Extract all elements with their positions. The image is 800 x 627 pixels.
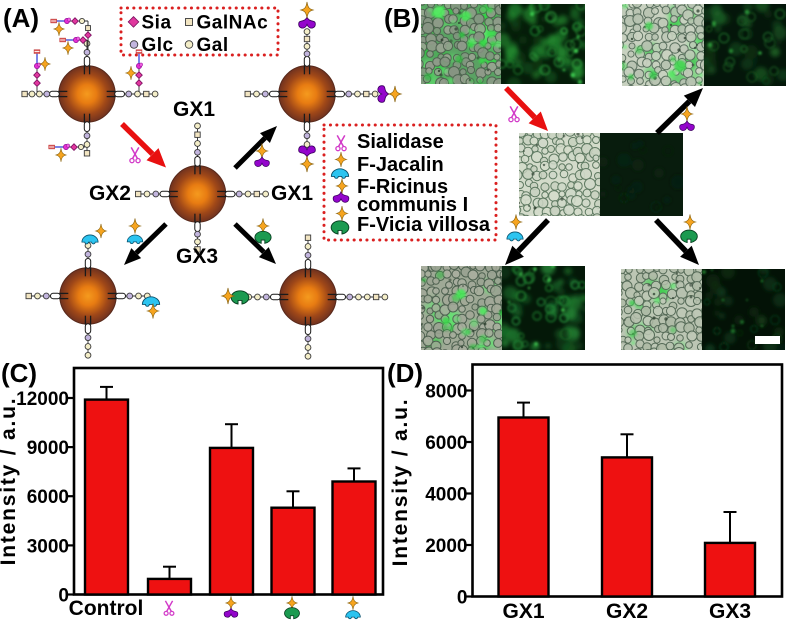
svg-text:GX1: GX1 (271, 182, 313, 205)
svg-text:F-Jacalin: F-Jacalin (357, 154, 444, 176)
svg-text:Glc: Glc (142, 35, 174, 56)
svg-text:Control: Control (69, 597, 144, 620)
svg-text:GalNAc: GalNAc (197, 13, 269, 34)
svg-text:9000: 9000 (27, 438, 69, 459)
svg-text:8000: 8000 (425, 382, 467, 403)
svg-text:GX2: GX2 (89, 182, 131, 205)
svg-text:4000: 4000 (425, 485, 467, 506)
svg-text:3000: 3000 (27, 536, 69, 557)
svg-text:Sia: Sia (142, 13, 172, 34)
svg-text:communis I: communis I (357, 194, 468, 216)
svg-text:GX2: GX2 (606, 600, 648, 623)
svg-text:GX3: GX3 (176, 245, 218, 268)
svg-text:Intensity / a.u.: Intensity / a.u. (0, 397, 20, 566)
svg-text:(B): (B) (384, 3, 420, 33)
svg-text:6000: 6000 (27, 487, 69, 508)
svg-text:F-Vicia villosa: F-Vicia villosa (357, 214, 491, 236)
svg-text:(C): (C) (1, 358, 37, 388)
svg-text:2000: 2000 (425, 536, 467, 557)
svg-text:Sialidase: Sialidase (357, 131, 444, 153)
svg-text:GX1: GX1 (173, 98, 215, 121)
svg-text:(D): (D) (387, 358, 423, 388)
svg-text:Gal: Gal (197, 35, 229, 56)
svg-text:0: 0 (457, 588, 468, 609)
svg-text:12000: 12000 (16, 389, 69, 410)
svg-text:Intensity / a.u.: Intensity / a.u. (389, 398, 412, 567)
svg-text:6000: 6000 (425, 433, 467, 454)
svg-text:0: 0 (58, 586, 69, 607)
svg-text:GX3: GX3 (709, 600, 751, 623)
svg-text:GX1: GX1 (502, 600, 544, 623)
svg-text:F-Ricinus: F-Ricinus (357, 176, 448, 198)
svg-text:(A): (A) (3, 3, 39, 33)
